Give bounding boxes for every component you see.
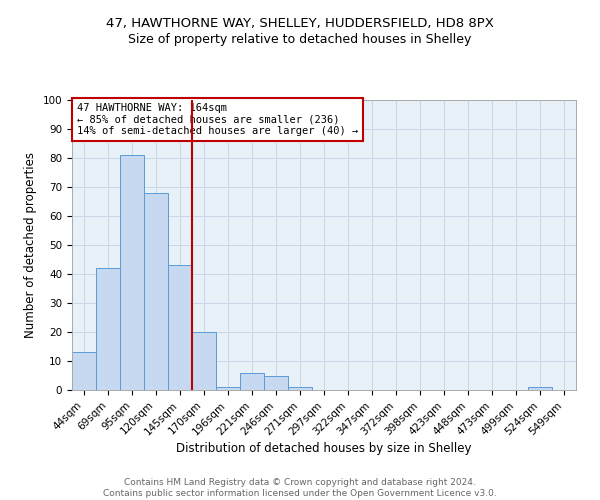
Bar: [120, 155, 144, 390]
Bar: [192, 332, 216, 390]
Bar: [528, 387, 552, 390]
Text: Contains HM Land Registry data © Crown copyright and database right 2024.
Contai: Contains HM Land Registry data © Crown c…: [103, 478, 497, 498]
Bar: [168, 266, 192, 390]
Text: 47 HAWTHORNE WAY: 164sqm
← 85% of detached houses are smaller (236)
14% of semi-: 47 HAWTHORNE WAY: 164sqm ← 85% of detach…: [77, 103, 358, 136]
Bar: [240, 372, 264, 390]
X-axis label: Distribution of detached houses by size in Shelley: Distribution of detached houses by size …: [176, 442, 472, 455]
Bar: [264, 376, 288, 390]
Bar: [72, 352, 96, 390]
Bar: [216, 387, 240, 390]
Bar: [288, 387, 312, 390]
Y-axis label: Number of detached properties: Number of detached properties: [24, 152, 37, 338]
Text: Size of property relative to detached houses in Shelley: Size of property relative to detached ho…: [128, 32, 472, 46]
Bar: [96, 268, 120, 390]
Bar: [144, 193, 168, 390]
Text: 47, HAWTHORNE WAY, SHELLEY, HUDDERSFIELD, HD8 8PX: 47, HAWTHORNE WAY, SHELLEY, HUDDERSFIELD…: [106, 18, 494, 30]
